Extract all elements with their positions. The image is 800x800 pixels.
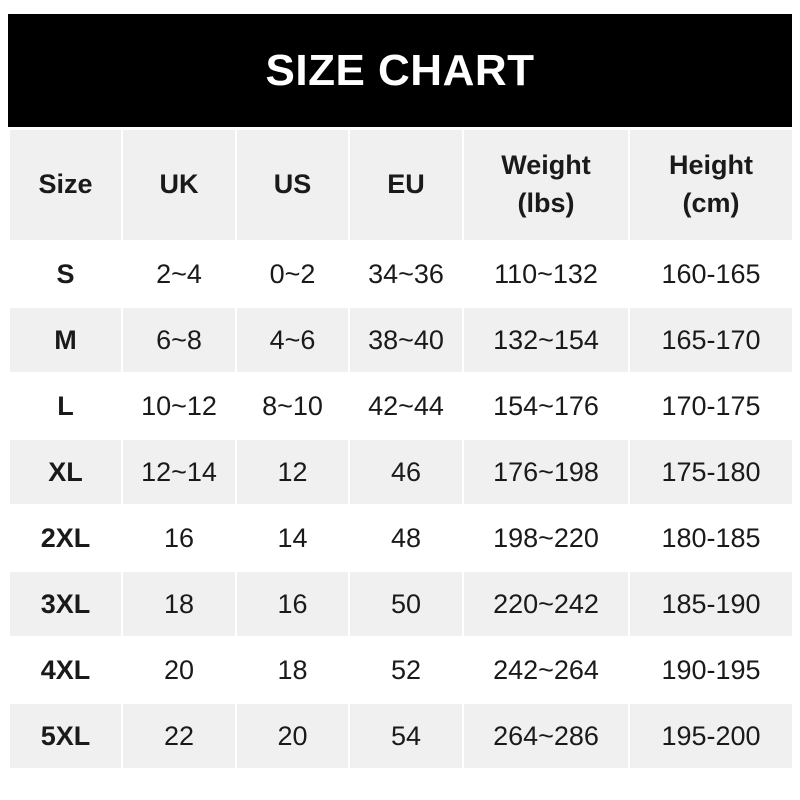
cell-height: 165-170 [628, 306, 794, 374]
header-text: UK [159, 169, 199, 200]
cell-height: 185-190 [628, 570, 794, 638]
header-us: US [235, 128, 350, 242]
header-text: EU [387, 169, 425, 200]
table-row: XL 12~14 12 46 176~198 175-180 [8, 438, 794, 506]
header-text: Weight [501, 150, 591, 181]
table-row: L 10~12 8~10 42~44 154~176 170-175 [8, 372, 794, 440]
cell-uk: 22 [121, 702, 237, 770]
cell-eu: 52 [348, 636, 464, 704]
table-row: S 2~4 0~2 34~36 110~132 160-165 [8, 240, 794, 308]
table-row: 4XL 20 18 52 242~264 190-195 [8, 636, 794, 704]
cell-uk: 20 [121, 636, 237, 704]
cell-height: 160-165 [628, 240, 794, 308]
header-size: Size [8, 128, 123, 242]
header-eu: EU [348, 128, 464, 242]
cell-height: 190-195 [628, 636, 794, 704]
header-uk: UK [121, 128, 237, 242]
cell-size: 5XL [8, 702, 123, 770]
cell-eu: 34~36 [348, 240, 464, 308]
header-row: Size UK US EU Weight (lbs) Height (cm) [8, 128, 794, 242]
cell-eu: 48 [348, 504, 464, 572]
cell-uk: 16 [121, 504, 237, 572]
cell-weight: 154~176 [462, 372, 630, 440]
cell-uk: 18 [121, 570, 237, 638]
cell-us: 8~10 [235, 372, 350, 440]
cell-us: 4~6 [235, 306, 350, 374]
cell-weight: 132~154 [462, 306, 630, 374]
header-text: Height [669, 150, 753, 181]
header-text: (lbs) [517, 188, 575, 218]
cell-us: 16 [235, 570, 350, 638]
cell-weight: 110~132 [462, 240, 630, 308]
cell-size: XL [8, 438, 123, 506]
cell-us: 18 [235, 636, 350, 704]
cell-size: M [8, 306, 123, 374]
header-text: (cm) [682, 188, 740, 218]
cell-size: 4XL [8, 636, 123, 704]
header-height: Height (cm) [628, 128, 794, 242]
cell-us: 14 [235, 504, 350, 572]
table-row: 2XL 16 14 48 198~220 180-185 [8, 504, 794, 572]
cell-eu: 50 [348, 570, 464, 638]
cell-uk: 10~12 [121, 372, 237, 440]
cell-uk: 6~8 [121, 306, 237, 374]
table-row: 5XL 22 20 54 264~286 195-200 [8, 702, 794, 770]
cell-us: 12 [235, 438, 350, 506]
table-row: 3XL 18 16 50 220~242 185-190 [8, 570, 794, 638]
cell-eu: 38~40 [348, 306, 464, 374]
cell-eu: 54 [348, 702, 464, 770]
header-text: Size [38, 169, 93, 200]
header-weight: Weight (lbs) [462, 128, 630, 242]
cell-height: 195-200 [628, 702, 794, 770]
header-text: US [273, 169, 312, 200]
cell-uk: 12~14 [121, 438, 237, 506]
size-chart-title: SIZE CHART [8, 14, 792, 127]
cell-weight: 198~220 [462, 504, 630, 572]
cell-weight: 242~264 [462, 636, 630, 704]
cell-size: S [8, 240, 123, 308]
cell-us: 20 [235, 702, 350, 770]
cell-weight: 220~242 [462, 570, 630, 638]
cell-height: 170-175 [628, 372, 794, 440]
cell-height: 175-180 [628, 438, 794, 506]
size-table: Size UK US EU Weight (lbs) Height (cm) S 2~4 0~2 3… [8, 128, 794, 770]
cell-height: 180-185 [628, 504, 794, 572]
cell-weight: 264~286 [462, 702, 630, 770]
cell-size: L [8, 372, 123, 440]
cell-eu: 46 [348, 438, 464, 506]
cell-eu: 42~44 [348, 372, 464, 440]
table-row: M 6~8 4~6 38~40 132~154 165-170 [8, 306, 794, 374]
cell-size: 2XL [8, 504, 123, 572]
cell-size: 3XL [8, 570, 123, 638]
cell-us: 0~2 [235, 240, 350, 308]
cell-uk: 2~4 [121, 240, 237, 308]
cell-weight: 176~198 [462, 438, 630, 506]
